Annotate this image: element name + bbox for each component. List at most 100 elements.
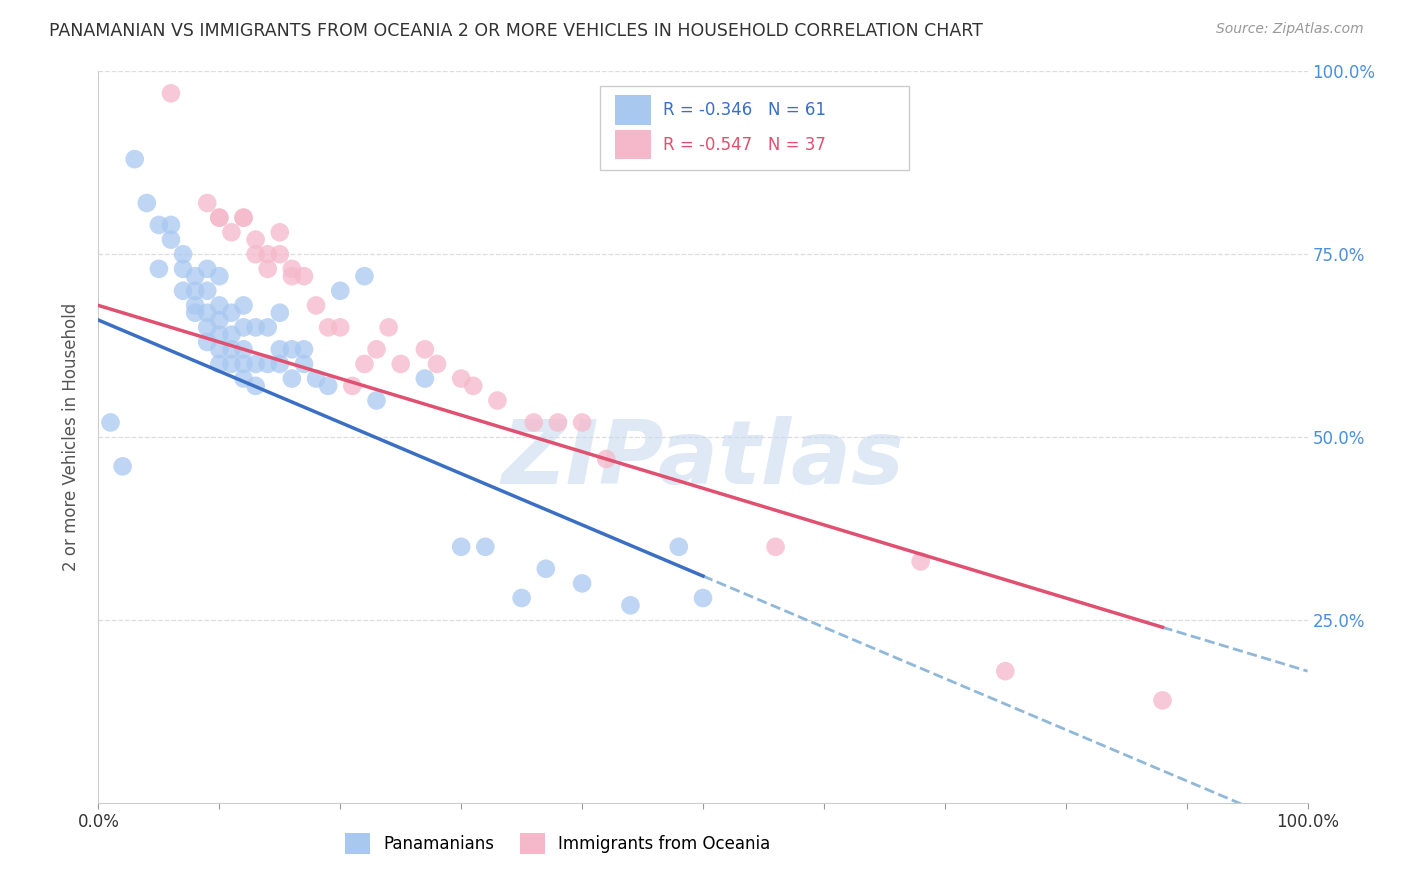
Point [619, 599, 641, 613]
Point [245, 247, 267, 261]
Point [232, 371, 254, 385]
Point [184, 298, 207, 312]
Point [221, 225, 243, 239]
Point [474, 540, 496, 554]
Point [195, 334, 218, 349]
Point [100, 416, 122, 430]
Point [668, 540, 690, 554]
Point [160, 87, 183, 101]
Point [195, 306, 218, 320]
Point [195, 320, 218, 334]
Point [135, 196, 157, 211]
Point [232, 298, 254, 312]
Point [1152, 693, 1174, 707]
Point [366, 343, 388, 357]
Point [269, 247, 291, 261]
Text: ZIPatlas: ZIPatlas [502, 416, 904, 502]
Point [245, 233, 267, 247]
Point [245, 320, 267, 334]
Point [281, 371, 304, 385]
Point [184, 269, 207, 284]
Point [269, 357, 291, 371]
Bar [614, 130, 651, 159]
Point [208, 211, 231, 225]
Point [232, 211, 254, 225]
Text: R = -0.547   N = 37: R = -0.547 N = 37 [664, 136, 825, 153]
Point [377, 320, 399, 334]
Point [571, 576, 593, 591]
Point [413, 371, 436, 385]
Point [463, 379, 485, 393]
Point [195, 261, 218, 276]
Point [221, 357, 243, 371]
Point [232, 357, 254, 371]
Point [281, 261, 304, 276]
Point [232, 320, 254, 334]
Point [994, 664, 1017, 678]
Point [342, 379, 364, 393]
Point [910, 554, 932, 568]
Point [256, 261, 278, 276]
Point [256, 357, 278, 371]
Point [172, 284, 194, 298]
Text: Source: ZipAtlas.com: Source: ZipAtlas.com [1216, 22, 1364, 37]
Point [245, 357, 267, 371]
Point [172, 247, 194, 261]
Point [232, 343, 254, 357]
Point [184, 306, 207, 320]
Point [329, 284, 352, 298]
Point [195, 196, 218, 211]
Point [547, 416, 569, 430]
Point [486, 393, 509, 408]
Point [208, 313, 231, 327]
Point [329, 320, 352, 334]
Point [450, 540, 472, 554]
Point [281, 269, 304, 284]
Point [316, 379, 339, 393]
Point [510, 591, 533, 605]
Point [305, 298, 328, 312]
Text: PANAMANIAN VS IMMIGRANTS FROM OCEANIA 2 OR MORE VEHICLES IN HOUSEHOLD CORRELATIO: PANAMANIAN VS IMMIGRANTS FROM OCEANIA 2 … [49, 22, 983, 40]
Point [160, 233, 183, 247]
Point [765, 540, 787, 554]
Legend: Panamanians, Immigrants from Oceania: Panamanians, Immigrants from Oceania [339, 827, 778, 860]
Point [124, 152, 146, 166]
Point [292, 343, 315, 357]
Point [523, 416, 546, 430]
Point [353, 357, 375, 371]
Point [571, 416, 593, 430]
Bar [614, 95, 651, 125]
Point [366, 393, 388, 408]
Point [208, 269, 231, 284]
Point [160, 218, 183, 232]
Point [426, 357, 449, 371]
Point [148, 218, 170, 232]
Point [208, 298, 231, 312]
Point [172, 261, 194, 276]
Point [305, 371, 328, 385]
Point [413, 343, 436, 357]
Point [450, 371, 472, 385]
Point [208, 357, 231, 371]
Point [269, 225, 291, 239]
Point [534, 562, 557, 576]
Point [232, 211, 254, 225]
Point [111, 459, 134, 474]
Point [208, 327, 231, 342]
Point [316, 320, 339, 334]
Point [195, 284, 218, 298]
Point [221, 306, 243, 320]
Point [353, 269, 375, 284]
Point [256, 320, 278, 334]
Point [595, 452, 617, 467]
Y-axis label: 2 or more Vehicles in Household: 2 or more Vehicles in Household [62, 303, 80, 571]
Text: R = -0.346   N = 61: R = -0.346 N = 61 [664, 101, 827, 120]
Point [148, 261, 170, 276]
Point [184, 284, 207, 298]
Point [245, 379, 267, 393]
FancyBboxPatch shape [600, 86, 908, 170]
Point [208, 343, 231, 357]
Point [281, 343, 304, 357]
Point [208, 211, 231, 225]
Point [389, 357, 412, 371]
